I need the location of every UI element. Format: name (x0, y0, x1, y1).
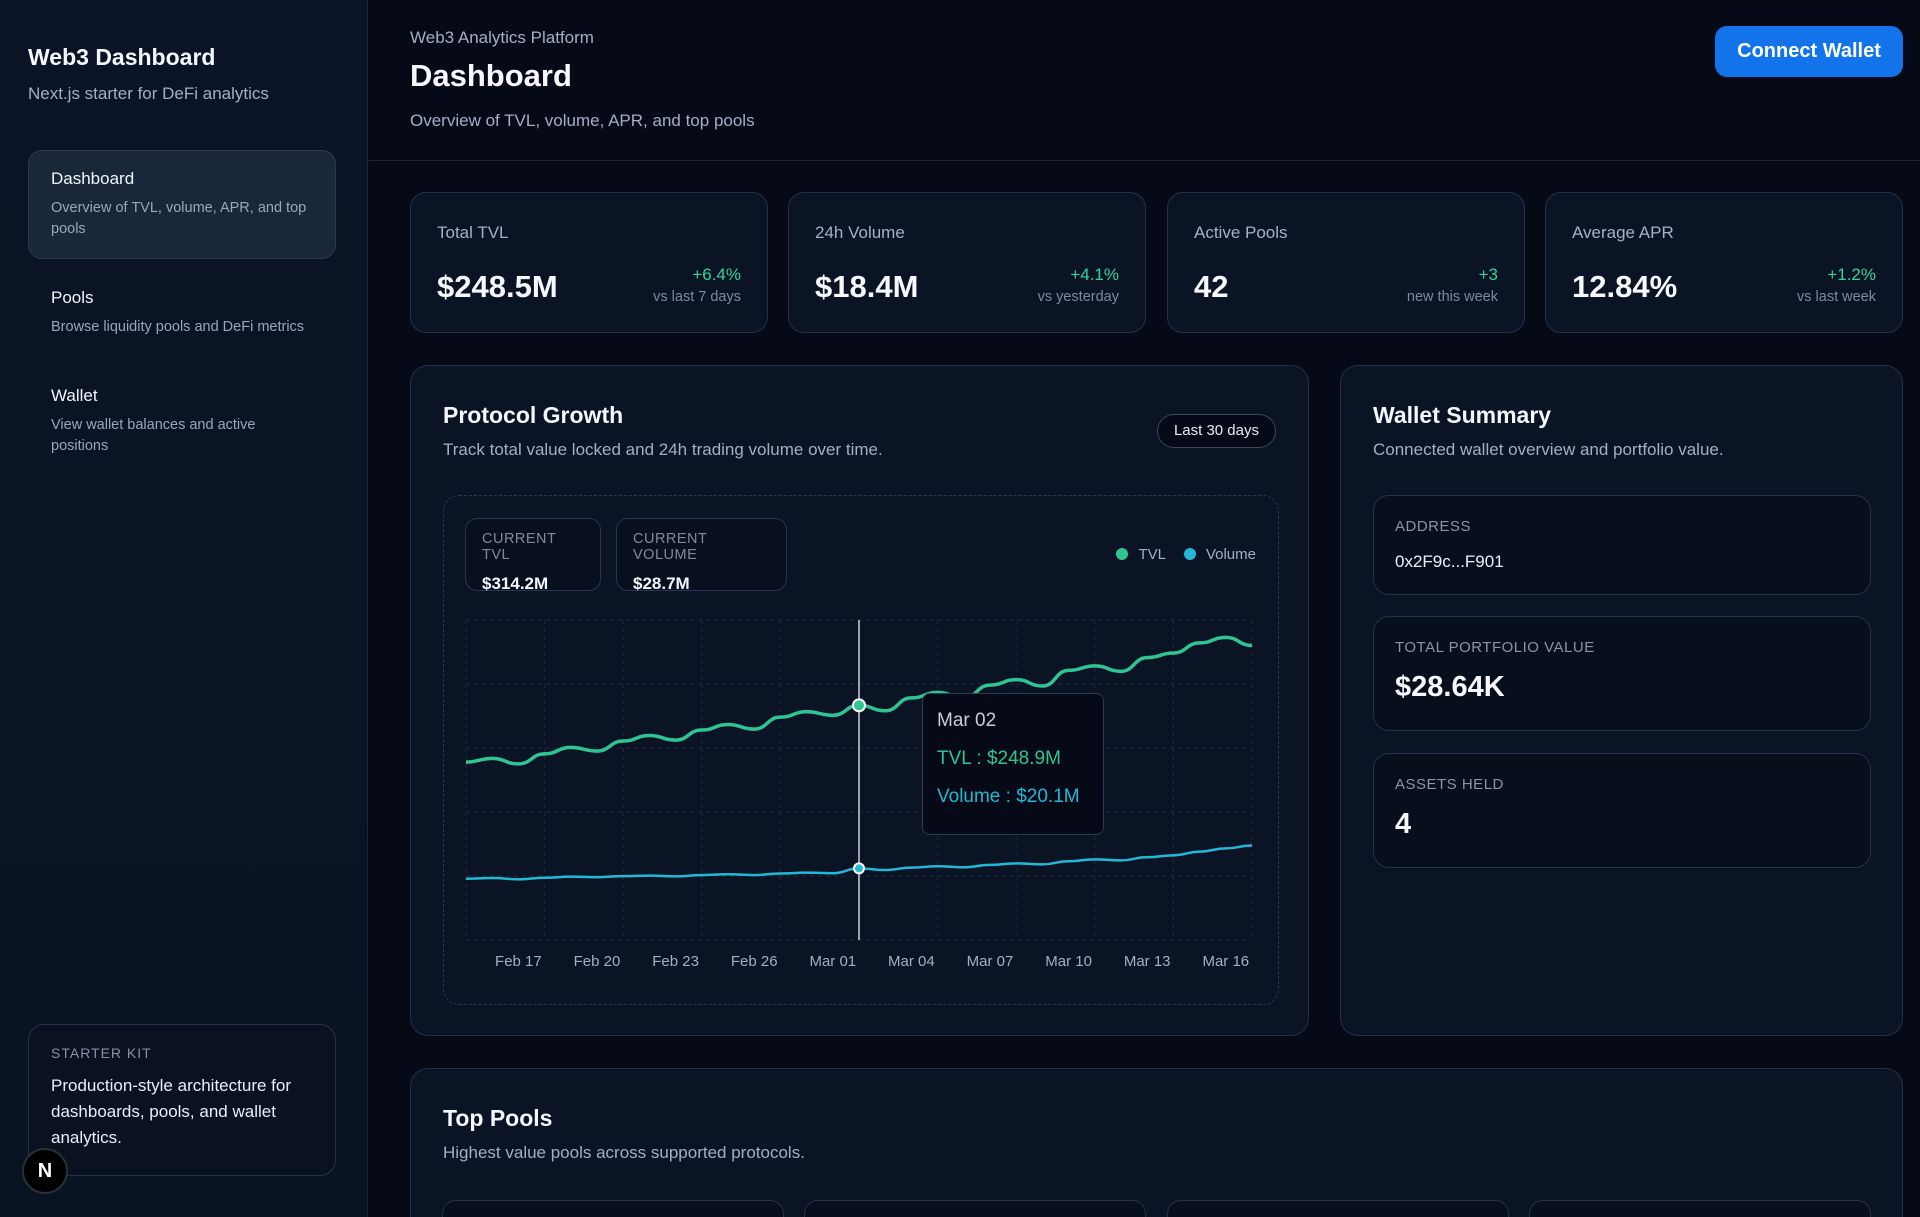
stat-value: 12.84% (1572, 269, 1678, 304)
current-tvl-value: $314.2M (482, 574, 549, 593)
sidebar-item-wallet[interactable]: Wallet View wallet balances and active p… (28, 367, 336, 476)
pool-card[interactable] (1167, 1200, 1509, 1217)
pool-card[interactable] (442, 1200, 784, 1217)
brand: Web3 Dashboard Next.js starter for DeFi … (28, 44, 269, 104)
x-tick-label: Mar 01 (809, 953, 856, 970)
page-subtitle: Overview of TVL, volume, APR, and top po… (410, 111, 755, 130)
chart-legend: TVL Volume (1116, 546, 1256, 563)
legend-label-tvl: TVL (1138, 546, 1166, 563)
starter-kit-text: Production-style architecture for dashbo… (51, 1076, 291, 1147)
x-tick-label: Feb 20 (574, 953, 621, 970)
starter-kit-card: STARTER KIT Production-style architectur… (28, 1024, 336, 1176)
panel-subtitle: Connected wallet overview and portfolio … (1373, 440, 1724, 459)
stat-label: Total TVL (437, 223, 509, 242)
current-tvl-card: CURRENT TVL $314.2M (465, 518, 601, 593)
tooltip-volume: Volume : $20.1M (937, 786, 1080, 807)
pool-card[interactable] (1529, 1200, 1871, 1217)
portfolio-value: $28.64K (1395, 671, 1505, 703)
portfolio-value-label: TOTAL PORTFOLIO VALUE (1395, 639, 1595, 656)
assets-held-value: 4 (1395, 808, 1412, 840)
sidebar-item-label: Pools (51, 288, 94, 307)
page-header: Web3 Analytics Platform Dashboard Overvi… (369, 0, 1920, 161)
stat-label: Active Pools (1194, 223, 1288, 242)
stat-label: Average APR (1572, 223, 1674, 242)
stat-delta: +6.4% (692, 265, 741, 284)
sidebar-item-desc: Browse liquidity pools and DeFi metrics (51, 319, 305, 335)
x-tick-label: Mar 10 (1045, 953, 1092, 970)
stat-value: 42 (1194, 269, 1229, 304)
chart-tooltip: Mar 02 TVL : $248.9M Volume : $20.1M (922, 693, 1104, 835)
stat-card-average-apr: Average APR 12.84% +1.2% vs last week (1545, 192, 1903, 333)
x-tick-label: Feb 23 (652, 953, 699, 970)
stat-note: vs last week (1797, 289, 1876, 305)
starter-kit-label: STARTER KIT (51, 1045, 152, 1061)
legend-dot-tvl (1116, 548, 1129, 560)
legend-label-volume: Volume (1205, 546, 1256, 563)
legend-item-tvl[interactable]: TVL (1116, 546, 1166, 563)
stat-delta: +4.1% (1070, 265, 1119, 284)
sidebar-item-desc: Overview of TVL, volume, APR, and top po… (51, 200, 307, 237)
wallet-summary-panel: Wallet Summary Connected wallet overview… (1340, 365, 1903, 1036)
current-tvl-label: CURRENT TVL (482, 531, 557, 563)
assets-held-label: ASSETS HELD (1395, 776, 1504, 793)
stat-card-total-tvl: Total TVL $248.5M +6.4% vs last 7 days (410, 192, 768, 333)
connect-wallet-button[interactable]: Connect Wallet (1715, 26, 1903, 77)
legend-dot-volume (1183, 548, 1196, 560)
stat-delta: +1.2% (1827, 265, 1876, 284)
tooltip-tvl: TVL : $248.9M (937, 748, 1061, 769)
sidebar-nav: Dashboard Overview of TVL, volume, APR, … (28, 150, 336, 486)
current-volume-value: $28.7M (633, 574, 690, 593)
nextjs-logo-icon[interactable]: N (22, 1148, 68, 1194)
current-volume-card: CURRENT VOLUME $28.7M (616, 518, 787, 593)
brand-title: Web3 Dashboard (28, 44, 216, 70)
stat-card-24h-volume: 24h Volume $18.4M +4.1% vs yesterday (788, 192, 1146, 333)
x-tick-label: Feb 26 (731, 953, 778, 970)
panel-title: Wallet Summary (1373, 402, 1552, 428)
sidebar-item-label: Dashboard (51, 169, 135, 188)
protocol-growth-chart[interactable]: Feb 17 Feb 20 Feb 23 Feb 26 Mar 01 Mar 04 Mar … (444, 496, 1280, 1006)
x-tick-label: Mar 13 (1124, 953, 1171, 970)
stat-value: $18.4M (815, 269, 919, 304)
sidebar-item-pools[interactable]: Pools Browse liquidity pools and DeFi me… (28, 269, 336, 357)
page-title: Dashboard (410, 58, 572, 93)
wallet-address-label: ADDRESS (1395, 518, 1472, 535)
hover-point-tvl (852, 698, 866, 713)
chart-container: CURRENT TVL $314.2M CURRENT VOLUME $28.7… (443, 495, 1279, 1005)
sidebar-item-desc: View wallet balances and active position… (51, 417, 256, 454)
x-tick-label: Mar 16 (1202, 953, 1249, 970)
protocol-growth-panel: Protocol Growth Track total value locked… (410, 365, 1309, 1036)
stat-value: $248.5M (437, 269, 558, 304)
panel-title: Top Pools (443, 1105, 553, 1131)
pool-card[interactable] (804, 1200, 1146, 1217)
sidebar: Web3 Dashboard Next.js starter for DeFi … (0, 0, 368, 1217)
top-pools-panel: Top Pools Highest value pools across sup… (410, 1068, 1903, 1217)
assets-held-card: ASSETS HELD 4 (1373, 753, 1871, 868)
stat-note: vs last 7 days (653, 289, 741, 305)
panel-subtitle: Highest value pools across supported pro… (443, 1143, 805, 1162)
wallet-address-card: ADDRESS 0x2F9c...F901 (1373, 495, 1871, 595)
portfolio-value-card: TOTAL PORTFOLIO VALUE $28.64K (1373, 616, 1871, 731)
panel-title: Protocol Growth (443, 402, 624, 428)
wallet-address-value[interactable]: 0x2F9c...F901 (1395, 552, 1504, 571)
stat-note: new this week (1406, 289, 1498, 305)
panel-subtitle: Track total value locked and 24h trading… (443, 440, 883, 459)
x-tick-label: Mar 04 (888, 953, 935, 970)
brand-subtitle: Next.js starter for DeFi analytics (28, 84, 269, 103)
hover-point-volume (853, 862, 865, 875)
x-tick-label: Feb 17 (495, 953, 542, 970)
x-tick-label: Mar 07 (967, 953, 1014, 970)
sidebar-item-label: Wallet (51, 386, 98, 405)
legend-item-volume[interactable]: Volume (1183, 546, 1256, 563)
stat-card-active-pools: Active Pools 42 +3 new this week (1167, 192, 1525, 333)
page-eyebrow: Web3 Analytics Platform (410, 28, 594, 47)
stat-note: vs yesterday (1037, 289, 1119, 305)
range-selector[interactable]: Last 30 days (1156, 414, 1276, 448)
current-volume-label: CURRENT VOLUME (633, 531, 708, 563)
tooltip-date: Mar 02 (937, 710, 997, 731)
stat-label: 24h Volume (815, 223, 905, 242)
stat-delta: +3 (1478, 265, 1498, 284)
sidebar-item-dashboard[interactable]: Dashboard Overview of TVL, volume, APR, … (28, 150, 336, 259)
